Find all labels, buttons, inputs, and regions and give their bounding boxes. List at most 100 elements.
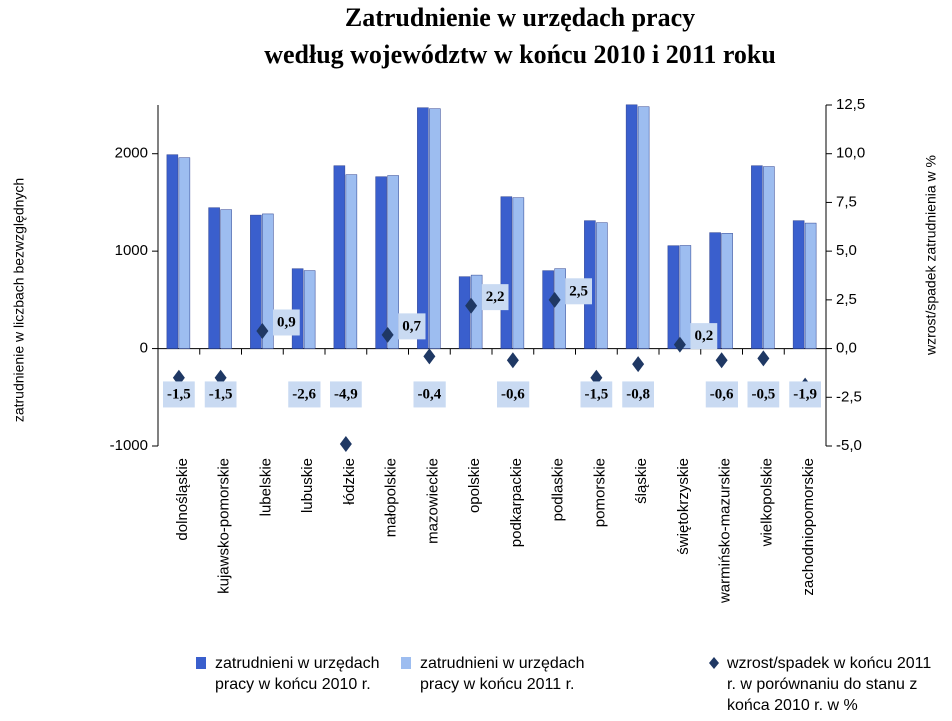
bar xyxy=(679,245,692,349)
y2-tick-label: 10,0 xyxy=(836,145,865,162)
y-tick-label: 0 xyxy=(140,340,148,357)
bar xyxy=(429,108,441,349)
x-tick-label: podkarpackie xyxy=(508,458,525,547)
x-tick-label: kujawsko-pomorskie xyxy=(216,458,233,594)
y2-tick-label: -2,5 xyxy=(836,388,862,405)
y2-tick-label: 0,0 xyxy=(836,340,857,357)
bar xyxy=(303,270,316,349)
data-label: -1,5 xyxy=(209,386,233,402)
marker xyxy=(339,436,352,453)
data-label-box xyxy=(413,381,446,408)
bar xyxy=(625,104,638,349)
marker xyxy=(256,323,269,340)
bar xyxy=(542,270,554,349)
x-tick-label: mazowieckie xyxy=(424,458,441,544)
x-tick-label: świętokrzyskie xyxy=(675,458,692,555)
x-tick-label: podlaskie xyxy=(550,458,567,521)
legend-marker xyxy=(401,657,411,669)
data-label: -1,5 xyxy=(167,386,191,402)
marker xyxy=(381,326,394,343)
x-tick-label: warmińsko-mazurskie xyxy=(717,458,734,604)
data-label: 2,2 xyxy=(486,289,505,305)
x-tick-label: dolnośląskie xyxy=(174,458,191,541)
marker xyxy=(632,356,645,373)
bar xyxy=(458,276,471,349)
data-label: -0,6 xyxy=(501,386,525,402)
bar xyxy=(178,157,191,349)
data-label: -4,9 xyxy=(334,386,358,402)
x-tick-label: lubelskie xyxy=(257,458,274,516)
y2-tick-label: -5,0 xyxy=(836,437,862,454)
data-label: -0,4 xyxy=(418,386,442,402)
y-tick-label: 2000 xyxy=(115,145,148,162)
bar xyxy=(220,209,232,349)
y-tick-label: -1000 xyxy=(110,437,148,454)
data-label-box xyxy=(204,381,237,408)
y2-axis-label: wzrost/spadek zatrudnienia w % xyxy=(923,155,939,356)
bar xyxy=(763,166,775,349)
y2-tick-label: 2,5 xyxy=(836,291,857,308)
bar xyxy=(512,197,525,349)
bar xyxy=(554,268,566,349)
data-label-box xyxy=(705,381,738,408)
y2-tick-label: 7,5 xyxy=(836,193,857,210)
x-tick-label: wielkopolskie xyxy=(758,458,775,547)
data-label-box xyxy=(747,381,780,408)
y2-tick-label: 5,0 xyxy=(836,242,857,259)
data-label-box xyxy=(330,381,362,408)
marker xyxy=(757,350,770,367)
marker xyxy=(715,352,728,369)
y-tick-label: 1000 xyxy=(115,242,148,259)
marker xyxy=(465,297,478,314)
bar xyxy=(387,175,399,349)
data-label: -0,6 xyxy=(710,386,734,402)
data-label-box xyxy=(690,323,718,350)
bar xyxy=(208,207,220,349)
x-tick-label: małopolskie xyxy=(383,458,400,537)
y2-tick-label: 12,5 xyxy=(836,96,865,113)
data-label-box xyxy=(622,381,654,408)
x-tick-label: lubuskie xyxy=(299,458,316,513)
data-label-box xyxy=(398,313,426,340)
data-label: -1,9 xyxy=(793,386,817,402)
data-label-box xyxy=(163,381,195,408)
data-label-box xyxy=(497,381,530,408)
legend-marker xyxy=(196,657,206,669)
x-tick-label: zachodniopomorskie xyxy=(800,458,817,596)
bar xyxy=(250,214,262,349)
data-label: -2,6 xyxy=(292,386,316,402)
data-label-box xyxy=(288,381,321,408)
data-label-box xyxy=(789,381,821,408)
data-label-box xyxy=(580,381,613,408)
legend-label: zatrudnieni w urzędach pracy w końcu 201… xyxy=(215,655,380,693)
bar xyxy=(804,222,817,349)
bar xyxy=(345,174,358,349)
marker xyxy=(548,291,561,308)
x-tick-label: pomorskie xyxy=(591,458,608,527)
data-label: -0,5 xyxy=(752,386,776,402)
bar xyxy=(262,213,274,349)
marker xyxy=(673,336,686,353)
bar xyxy=(333,165,346,349)
bar xyxy=(751,165,763,349)
data-label: 0,7 xyxy=(402,318,421,334)
data-label: -0,8 xyxy=(626,386,650,402)
data-label-box xyxy=(273,309,300,336)
bar xyxy=(596,222,608,349)
bar xyxy=(375,176,387,349)
bar xyxy=(500,196,513,349)
y-axis-label: zatrudnienie w liczbach bezwzględnych xyxy=(11,178,27,422)
data-label-box xyxy=(481,284,509,311)
marker xyxy=(506,352,519,369)
bar xyxy=(721,233,733,349)
data-label: -1,5 xyxy=(585,386,609,402)
legend-label: zatrudnieni w urzędach pracy w końcu 201… xyxy=(420,655,585,693)
marker xyxy=(423,348,436,365)
chart-title: według województw w końcu 2010 i 2011 ro… xyxy=(264,40,776,69)
bar xyxy=(291,268,304,349)
data-label: 0,2 xyxy=(695,328,714,344)
legend-marker xyxy=(709,657,719,669)
x-tick-label: śląskie xyxy=(633,458,650,504)
legend-label: wzrost/spadek w końcu 2011 r. w porównan… xyxy=(727,655,932,714)
